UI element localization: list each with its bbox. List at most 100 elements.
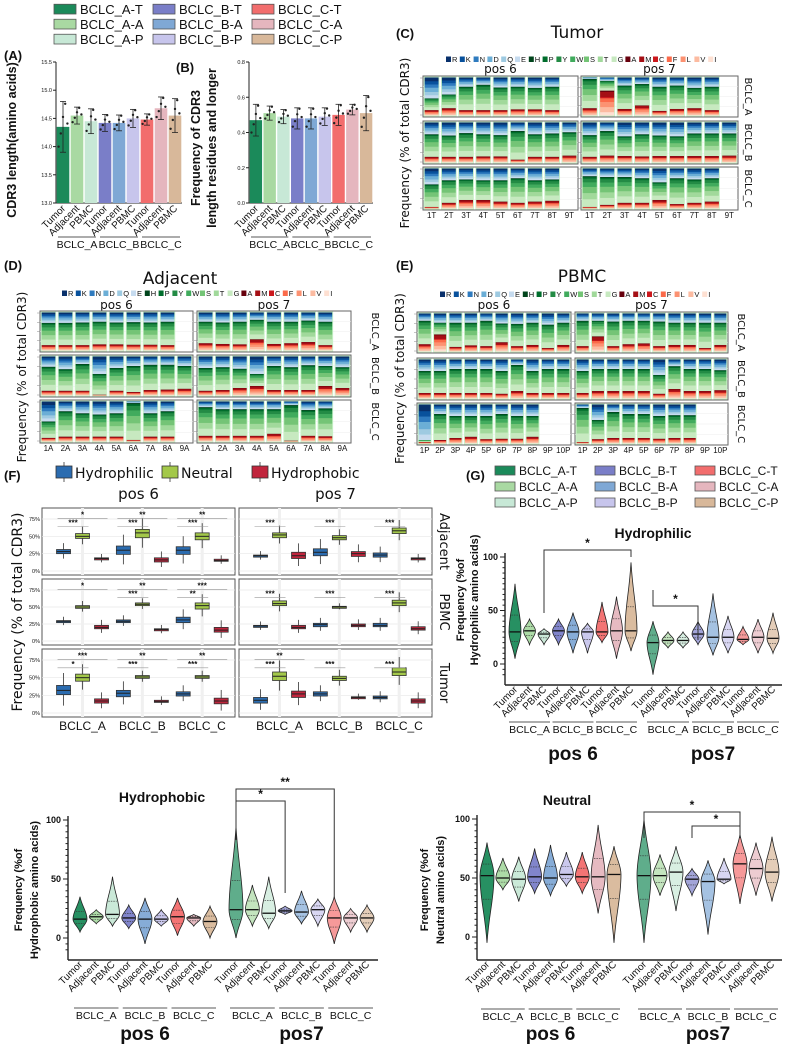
stacked-segment-W xyxy=(283,326,299,330)
aa-legend-swatch xyxy=(144,290,150,296)
stacked-segment-E xyxy=(464,414,478,417)
stacked-segment-W xyxy=(126,326,141,331)
aa-legend-swatch xyxy=(487,56,493,62)
bar xyxy=(56,126,70,203)
aa-legend-label: G xyxy=(618,55,624,64)
data-point xyxy=(272,110,276,114)
stacked-segment-H xyxy=(232,368,248,370)
stacked-segment-A xyxy=(591,336,605,338)
stacked-segment-M xyxy=(266,390,282,392)
stacked-segment-H xyxy=(160,364,175,366)
stacked-segment-L xyxy=(232,438,248,441)
stacked-segment-W xyxy=(634,183,650,188)
stacked-segment-Y xyxy=(126,368,141,372)
stacked-segment-L xyxy=(160,392,175,395)
stacked-segment-A xyxy=(441,108,457,109)
stacked-segment-W xyxy=(75,369,90,374)
data-point xyxy=(108,120,111,124)
stacked-segment-D xyxy=(449,364,462,367)
stacked-segment-D xyxy=(424,128,440,131)
stacked-segment-P xyxy=(591,321,605,323)
stacked-segment-T xyxy=(713,334,727,340)
stacked-bar xyxy=(108,400,125,443)
stacked-segment-R xyxy=(541,359,555,362)
stacked-segment-P xyxy=(527,134,543,137)
stacked-segment-G xyxy=(441,104,457,109)
stacked-segment-D xyxy=(283,361,299,365)
stacked-segment-Y xyxy=(198,369,213,373)
stacked-segment-V xyxy=(526,396,539,399)
stacked-bar xyxy=(417,403,432,445)
stacked-segment-G xyxy=(433,331,447,335)
stacked-segment-F xyxy=(418,394,432,397)
stacked-bar xyxy=(581,76,598,117)
stacked-segment-F xyxy=(683,393,697,395)
stacked-segment-M xyxy=(637,438,651,440)
stacked-segment-D xyxy=(418,316,432,319)
stacked-segment-K xyxy=(495,406,509,408)
stacked-segment-H xyxy=(669,136,685,138)
stacked-segment-V xyxy=(300,347,316,351)
stacked-segment-W xyxy=(317,326,333,331)
stacked-segment-W xyxy=(458,137,474,142)
stacked-segment-Q xyxy=(493,131,508,134)
stacked-segment-H xyxy=(527,134,543,136)
stacked-segment-R xyxy=(704,122,720,125)
violin xyxy=(72,896,88,934)
stacked-segment-W xyxy=(495,375,509,380)
aa-legend-label: L xyxy=(681,290,685,299)
stacked-segment-Q xyxy=(109,319,124,322)
stacked-segment-M xyxy=(713,390,727,393)
stacked-segment-R xyxy=(686,168,702,171)
stacked-segment-S xyxy=(464,330,478,336)
stacked-segment-D xyxy=(177,361,192,364)
stacked-segment-P xyxy=(510,131,526,134)
data-point xyxy=(351,106,354,109)
stacked-segment-Q xyxy=(449,366,462,368)
stacked-segment-P xyxy=(576,409,590,412)
aa-legend-swatch xyxy=(680,56,686,62)
group-legend-label: BCLC_B-P xyxy=(179,32,243,47)
stacked-segment-L xyxy=(510,394,524,397)
stacked-segment-T xyxy=(510,146,526,153)
stacked-segment-T xyxy=(686,192,702,198)
stacked-segment-D xyxy=(634,80,650,83)
y-tick-label: 25% xyxy=(29,552,40,558)
stacked-segment-D xyxy=(651,81,668,85)
stacked-segment-R xyxy=(526,313,539,316)
stacked-segment-H xyxy=(669,178,685,180)
x-tick-label: 8P xyxy=(685,446,695,455)
stacked-segment-S xyxy=(651,142,668,148)
stacked-segment-E xyxy=(249,318,265,321)
stacked-segment-R xyxy=(493,122,508,125)
stacked-segment-S xyxy=(493,142,508,148)
stacked-segment-V xyxy=(683,349,697,352)
stacked-segment-W xyxy=(441,97,457,100)
stacked-segment-P xyxy=(652,375,666,377)
stacked-segment-N xyxy=(668,316,681,319)
stacked-segment-R xyxy=(458,168,474,171)
stacked-segment-V xyxy=(266,348,282,351)
stacked-segment-K xyxy=(622,314,635,317)
stacked-segment-P xyxy=(317,366,333,368)
aa-legend-label: R xyxy=(446,290,452,299)
stacked-segment-M xyxy=(75,436,90,439)
stacked-segment-M xyxy=(651,200,668,203)
stacked-segment-F xyxy=(668,392,681,394)
stacked-bar xyxy=(448,312,463,353)
stacked-segment-E xyxy=(493,133,508,136)
stacked-segment-F xyxy=(622,439,635,442)
stacked-segment-V xyxy=(698,350,712,352)
data-point xyxy=(323,112,326,115)
stacked-segment-D xyxy=(617,81,633,84)
stacked-segment-Y xyxy=(441,182,457,186)
stacked-segment-M xyxy=(215,390,231,392)
stacked-segment-E xyxy=(215,407,231,410)
stacked-segment-F xyxy=(266,346,282,348)
stacked-segment-E xyxy=(266,320,282,323)
data-point xyxy=(117,118,121,122)
stacked-segment-K xyxy=(510,123,526,126)
stacked-segment-D xyxy=(637,316,651,319)
data-point xyxy=(348,109,352,113)
stacked-segment-T xyxy=(109,426,124,432)
